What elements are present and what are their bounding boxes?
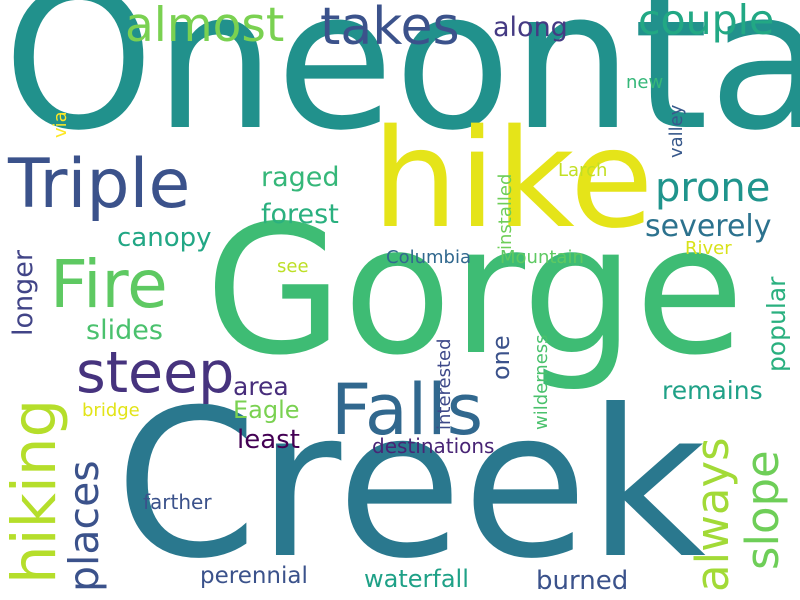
word-valley: valley (666, 104, 687, 158)
word-remains: remains (662, 376, 763, 405)
word-raged: raged (261, 162, 340, 193)
word-wilderness: wilderness (531, 334, 552, 430)
word-severely: severely (645, 209, 772, 244)
word-almost: almost (125, 0, 285, 53)
word-destinations: destinations (372, 434, 495, 458)
word-area: area (233, 372, 289, 401)
word-new: new (626, 72, 664, 93)
word-always: always (686, 437, 739, 592)
word-eagle: Eagle (233, 396, 300, 424)
word-one: one (487, 335, 515, 380)
word-waterfall: waterfall (364, 565, 469, 593)
word-see: see (277, 256, 309, 277)
word-gorge: Gorge (205, 187, 745, 394)
word-along: along (493, 12, 568, 43)
word-steep: steep (76, 340, 235, 406)
word-mountain: Mountain (500, 247, 584, 268)
word-hiking: hiking (0, 398, 70, 584)
word-slope: slope (736, 450, 789, 570)
word-fire: Fire (50, 246, 168, 323)
word-via: via (50, 111, 71, 138)
word-bridge: bridge (82, 400, 140, 421)
word-longer: longer (8, 250, 39, 336)
word-larch: Larch (558, 160, 608, 181)
word-river: River (685, 238, 732, 259)
word-takes: takes (320, 0, 460, 57)
word-falls: Falls (331, 369, 484, 451)
word-slides: slides (86, 315, 163, 346)
word-creek: Creek (115, 367, 706, 600)
word-oneonta: Oneonta (3, 0, 800, 173)
word-interested: interested (434, 338, 455, 430)
word-prone: prone (655, 165, 771, 211)
word-places: places (60, 460, 108, 592)
word-popular: popular (762, 276, 791, 372)
word-triple: Triple (8, 145, 191, 224)
word-canopy: canopy (117, 223, 212, 253)
word-couple: couple (638, 0, 775, 44)
word-installed: installed (495, 173, 516, 250)
word-burned: burned (536, 566, 629, 596)
word-forest: forest (261, 199, 339, 230)
word-farther: farther (143, 490, 212, 514)
word-perennial: perennial (200, 563, 308, 589)
word-hike: hike (372, 101, 654, 259)
word-columbia: Columbia (386, 247, 471, 268)
word-least: least (237, 425, 300, 455)
